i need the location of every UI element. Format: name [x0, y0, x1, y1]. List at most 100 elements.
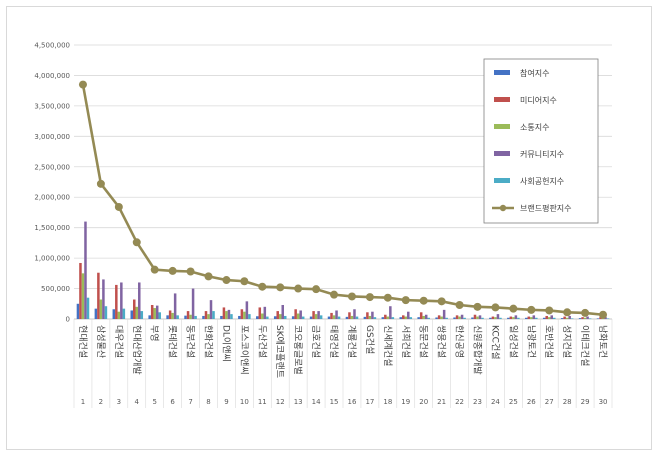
bar-커뮤니티지수-12	[281, 304, 284, 319]
bar-참여지수-18	[381, 317, 385, 319]
bar-참여지수-24	[489, 317, 492, 319]
bar-사회공헌지수-29	[588, 318, 592, 319]
point-브랜드평판지수-22	[455, 300, 464, 309]
rank-label: 6	[170, 398, 175, 406]
rank-label: 20	[419, 398, 428, 406]
bar-미디어지수-20	[419, 312, 423, 319]
bar-참여지수-25	[507, 317, 510, 319]
bar-미디어지수-15	[330, 312, 333, 319]
bar-참여지수-10	[238, 315, 241, 319]
bar-미디어지수-17	[366, 312, 369, 319]
category-label: 현대산업개발	[131, 325, 142, 375]
y-tick-label: 1,500,000	[34, 224, 70, 232]
bar-사회공헌지수-20	[427, 317, 430, 319]
category-label: 포스코이앤씨	[238, 325, 249, 375]
rank-label: 23	[473, 398, 482, 406]
bar-커뮤니티지수-27	[550, 315, 553, 319]
bar-사회공헌지수-26	[535, 317, 538, 319]
bar-커뮤니티지수-25	[514, 315, 518, 319]
bar-참여지수-27	[542, 317, 546, 319]
point-브랜드평판지수-23	[473, 302, 482, 311]
y-tick-label: 3,500,000	[34, 102, 70, 110]
rank-label: 12	[276, 398, 285, 406]
rank-label: 9	[224, 398, 228, 406]
bar-미디어지수-9	[222, 307, 226, 319]
bar-소통지수-14	[314, 314, 318, 319]
bar-미디어지수-14	[312, 311, 315, 319]
legend-swatch	[494, 97, 510, 102]
bar-참여지수-19	[399, 317, 403, 319]
rank-label: 15	[330, 398, 339, 406]
point-브랜드평판지수-18	[383, 293, 392, 302]
bar-사회공헌지수-8	[212, 311, 215, 319]
bar-커뮤니티지수-26	[532, 315, 536, 319]
bar-사회공헌지수-28	[570, 318, 574, 319]
rank-label: 27	[545, 398, 554, 406]
legend-label: 사회공헌지수	[520, 177, 564, 186]
bar-사회공헌지수-21	[445, 317, 448, 319]
bar-참여지수-2	[94, 308, 98, 319]
rank-label: 24	[491, 398, 500, 406]
point-브랜드평판지수-9	[222, 276, 231, 285]
bar-참여지수-16	[345, 316, 349, 319]
rank-label: 19	[401, 398, 410, 406]
bar-미디어지수-3	[115, 284, 118, 319]
bar-사회공헌지수-3	[122, 308, 126, 319]
bar-미디어지수-27	[545, 315, 548, 319]
rank-label: 14	[312, 398, 321, 406]
point-브랜드평판지수-26	[527, 305, 536, 314]
bar-참여지수-9	[220, 315, 223, 319]
category-label: 대우건설	[113, 325, 124, 358]
bar-소통지수-11	[261, 313, 264, 319]
y-tick-label: 1,000,000	[34, 255, 70, 263]
bar-사회공헌지수-12	[283, 315, 287, 319]
category-label: SK에코플랜트	[274, 325, 285, 378]
bar-참여지수-4	[130, 310, 134, 319]
bar-참여지수-3	[112, 309, 116, 319]
bar-사회공헌지수-4	[140, 311, 144, 319]
bar-커뮤니티지수-9	[227, 309, 231, 319]
legend-label: 참여지수	[520, 68, 549, 78]
rank-label: 1	[81, 398, 85, 406]
category-label: 동부건설	[185, 325, 196, 358]
point-브랜드평판지수-5	[150, 265, 159, 274]
bar-미디어지수-8	[204, 311, 208, 319]
category-label: 신원종합개발	[472, 325, 483, 375]
category-label: 서희건설	[400, 325, 412, 358]
bar-사회공헌지수-1	[86, 297, 90, 319]
rank-label: 7	[188, 398, 192, 406]
point-브랜드평판지수-20	[419, 296, 428, 305]
rank-label: 30	[599, 398, 608, 406]
category-label: 롯데건설	[167, 325, 178, 358]
bar-소통지수-18	[386, 316, 390, 319]
bar-사회공헌지수-25	[517, 317, 520, 319]
bar-사회공헌지수-5	[158, 312, 161, 319]
bar-사회공헌지수-27	[552, 317, 556, 319]
bar-사회공헌지수-10	[248, 314, 251, 319]
bar-미디어지수-25	[509, 316, 513, 319]
bar-미디어지수-12	[276, 311, 279, 319]
bar-사회공헌지수-11	[266, 316, 269, 319]
y-tick-label: 0	[66, 316, 70, 324]
rank-label: 4	[135, 398, 140, 406]
point-브랜드평판지수-29	[581, 308, 590, 317]
bar-소통지수-29	[583, 317, 587, 319]
bar-커뮤니티지수-1	[84, 221, 87, 319]
point-브랜드평판지수-25	[509, 304, 518, 313]
bar-사회공헌지수-2	[104, 306, 108, 319]
category-label: 금호건설	[310, 325, 321, 358]
bar-소통지수-27	[547, 317, 551, 319]
bar-미디어지수-2	[97, 272, 100, 319]
point-브랜드평판지수-12	[276, 283, 285, 292]
bar-커뮤니티지수-13	[299, 310, 302, 319]
bar-소통지수-1	[81, 273, 85, 319]
legend-label: 미디어지수	[520, 95, 557, 105]
bar-커뮤니티지수-10	[245, 301, 249, 319]
category-label: 남화토건	[597, 325, 608, 358]
bar-커뮤니티지수-30	[604, 317, 607, 319]
category-label: 부영	[149, 325, 160, 342]
point-브랜드평판지수-7	[186, 267, 195, 276]
category-label: KCC건설	[489, 325, 500, 360]
rank-label: 28	[563, 398, 572, 406]
rank-label: 10	[240, 398, 249, 406]
